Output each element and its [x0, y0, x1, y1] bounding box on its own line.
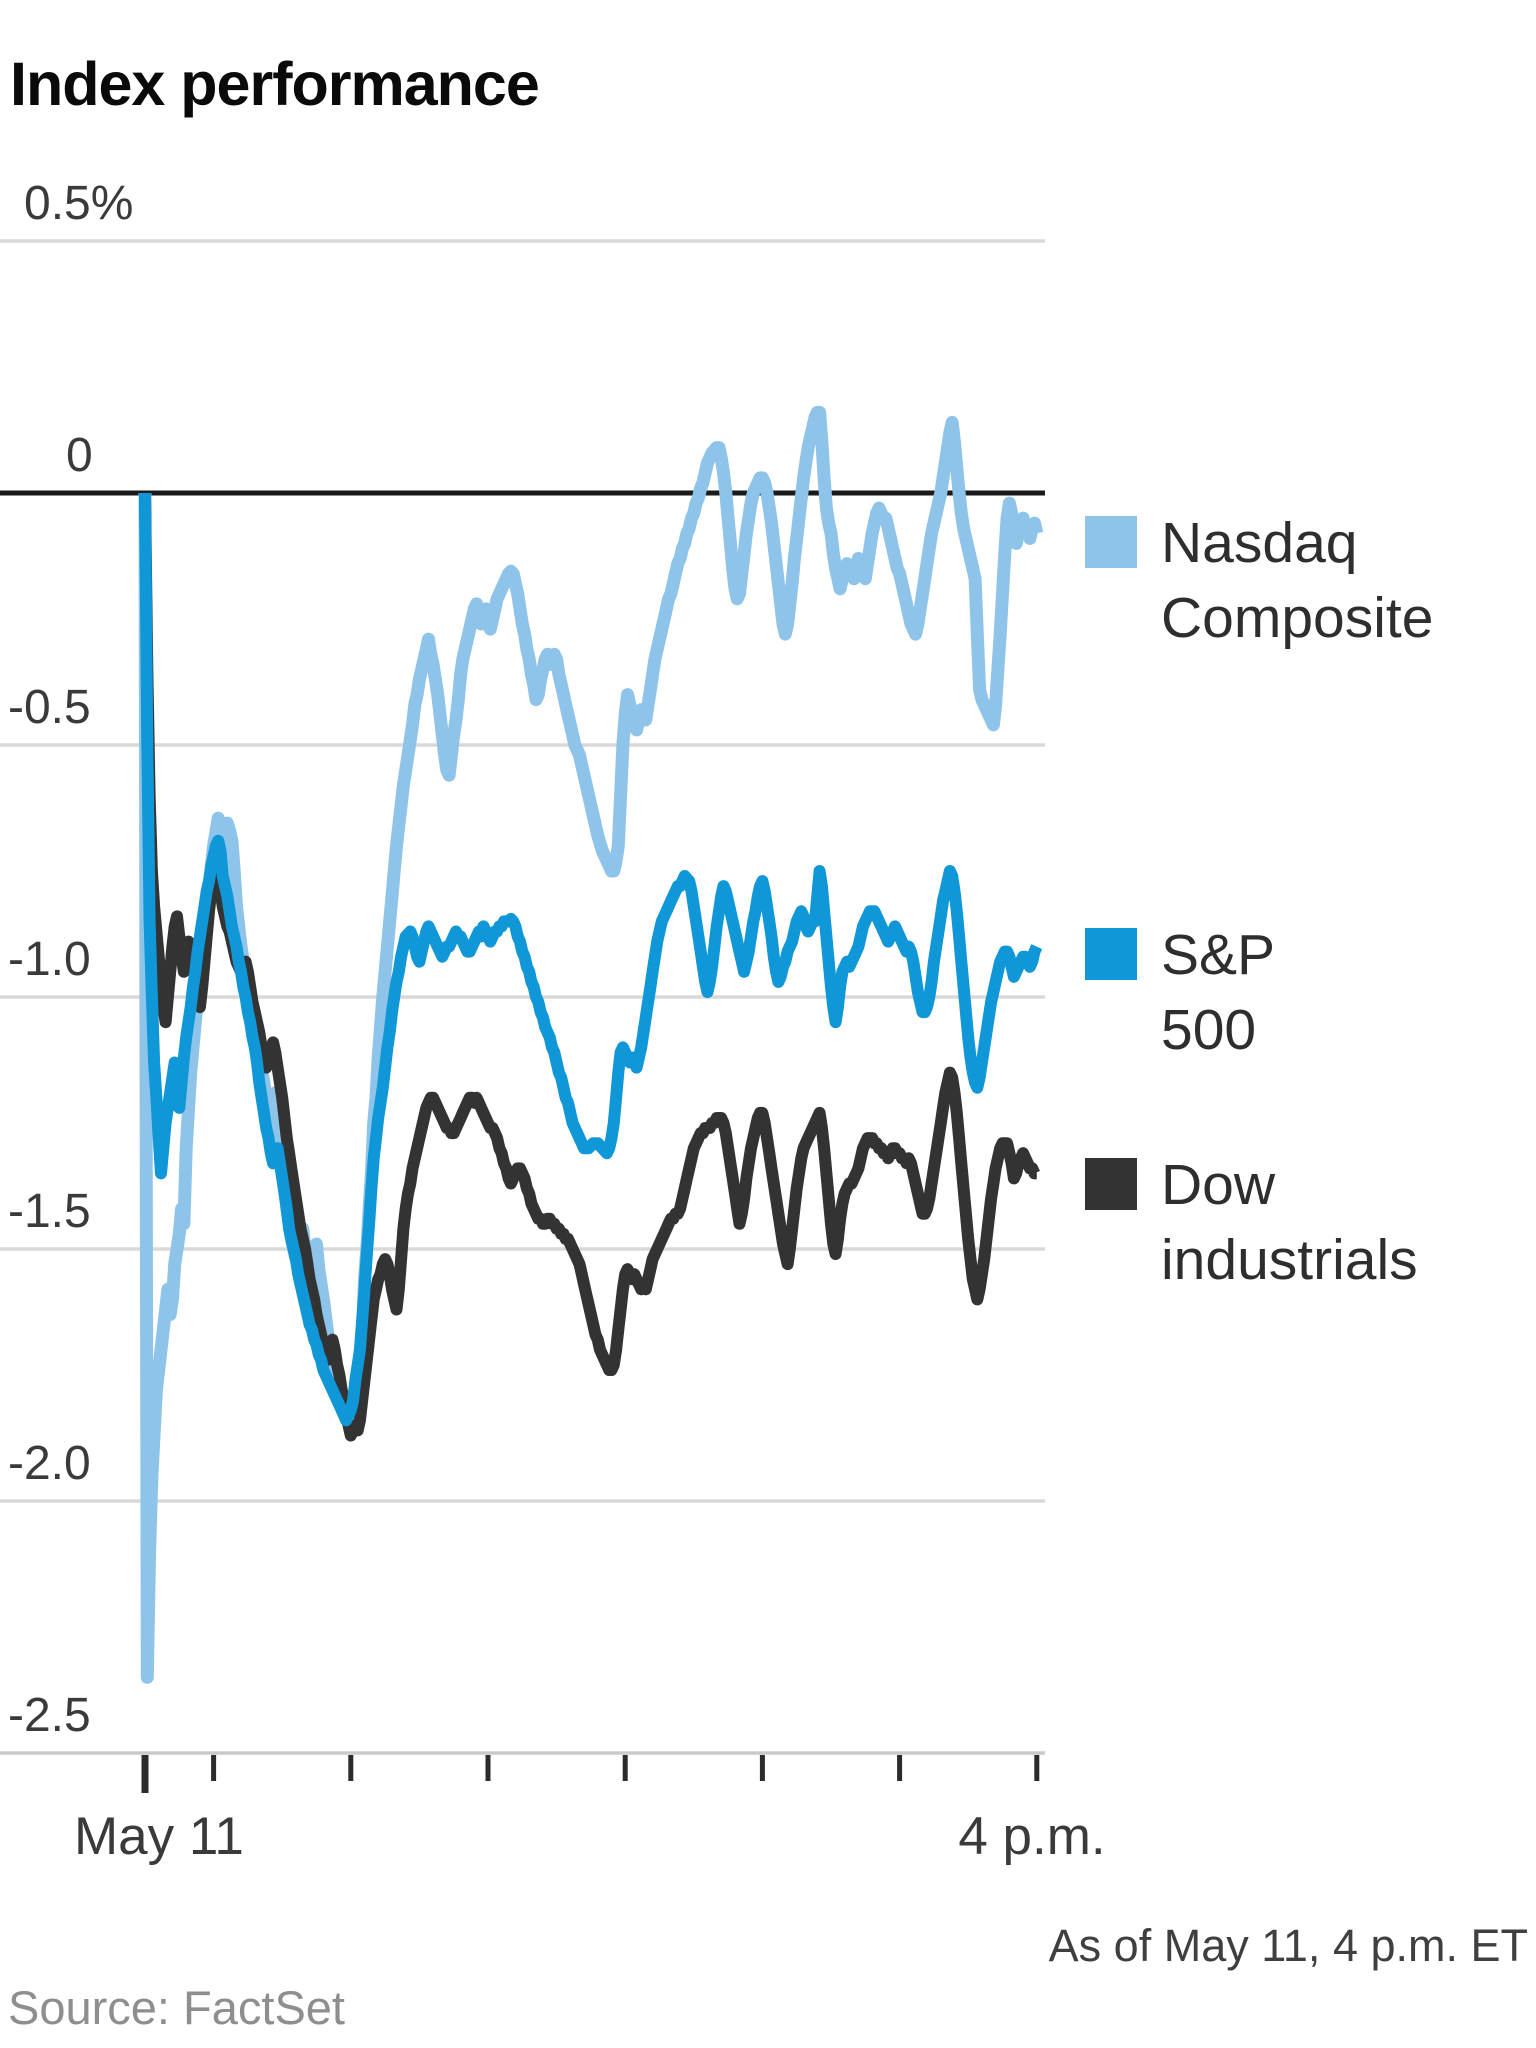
as-of-note: As of May 11, 4 p.m. ET: [1048, 1920, 1528, 1971]
legend-item-nasdaq-composite: Nasdaq Composite: [1085, 506, 1433, 656]
chart-title: Index performance: [10, 49, 540, 118]
legend-label: Nasdaq Composite: [1161, 511, 1434, 651]
legend-item-sp-500: S&P 500: [1085, 918, 1275, 1068]
y-axis-label: -1.5: [8, 1185, 91, 1238]
series-line-dow-industrials: [139, 492, 1041, 1442]
y-axis-label: -2.5: [8, 1689, 91, 1742]
y-axis-label: -2.0: [8, 1437, 91, 1490]
y-axis-label: -1.0: [8, 933, 91, 986]
legend-label: S&P 500: [1161, 923, 1276, 1063]
source-note: Source: FactSet: [8, 1981, 345, 2034]
dow-industrials-swatch-icon: [1085, 1158, 1137, 1210]
x-axis-label-may-11: May 11: [74, 1807, 244, 1866]
y-axis-label: 0.5%: [24, 177, 134, 230]
sp-500-swatch-icon: [1085, 928, 1137, 980]
y-axis-label: -0.5: [8, 681, 91, 734]
legend-label: Dow industrials: [1161, 1153, 1418, 1293]
x-axis-label-4pm: 4 p.m.: [958, 1807, 1106, 1866]
legend-item-dow-industrials: Dow industrials: [1085, 1148, 1418, 1298]
nasdaq-composite-swatch-icon: [1085, 516, 1137, 568]
y-axis-label: 0: [66, 429, 93, 482]
series-line-s-p-500: [139, 492, 1043, 1427]
